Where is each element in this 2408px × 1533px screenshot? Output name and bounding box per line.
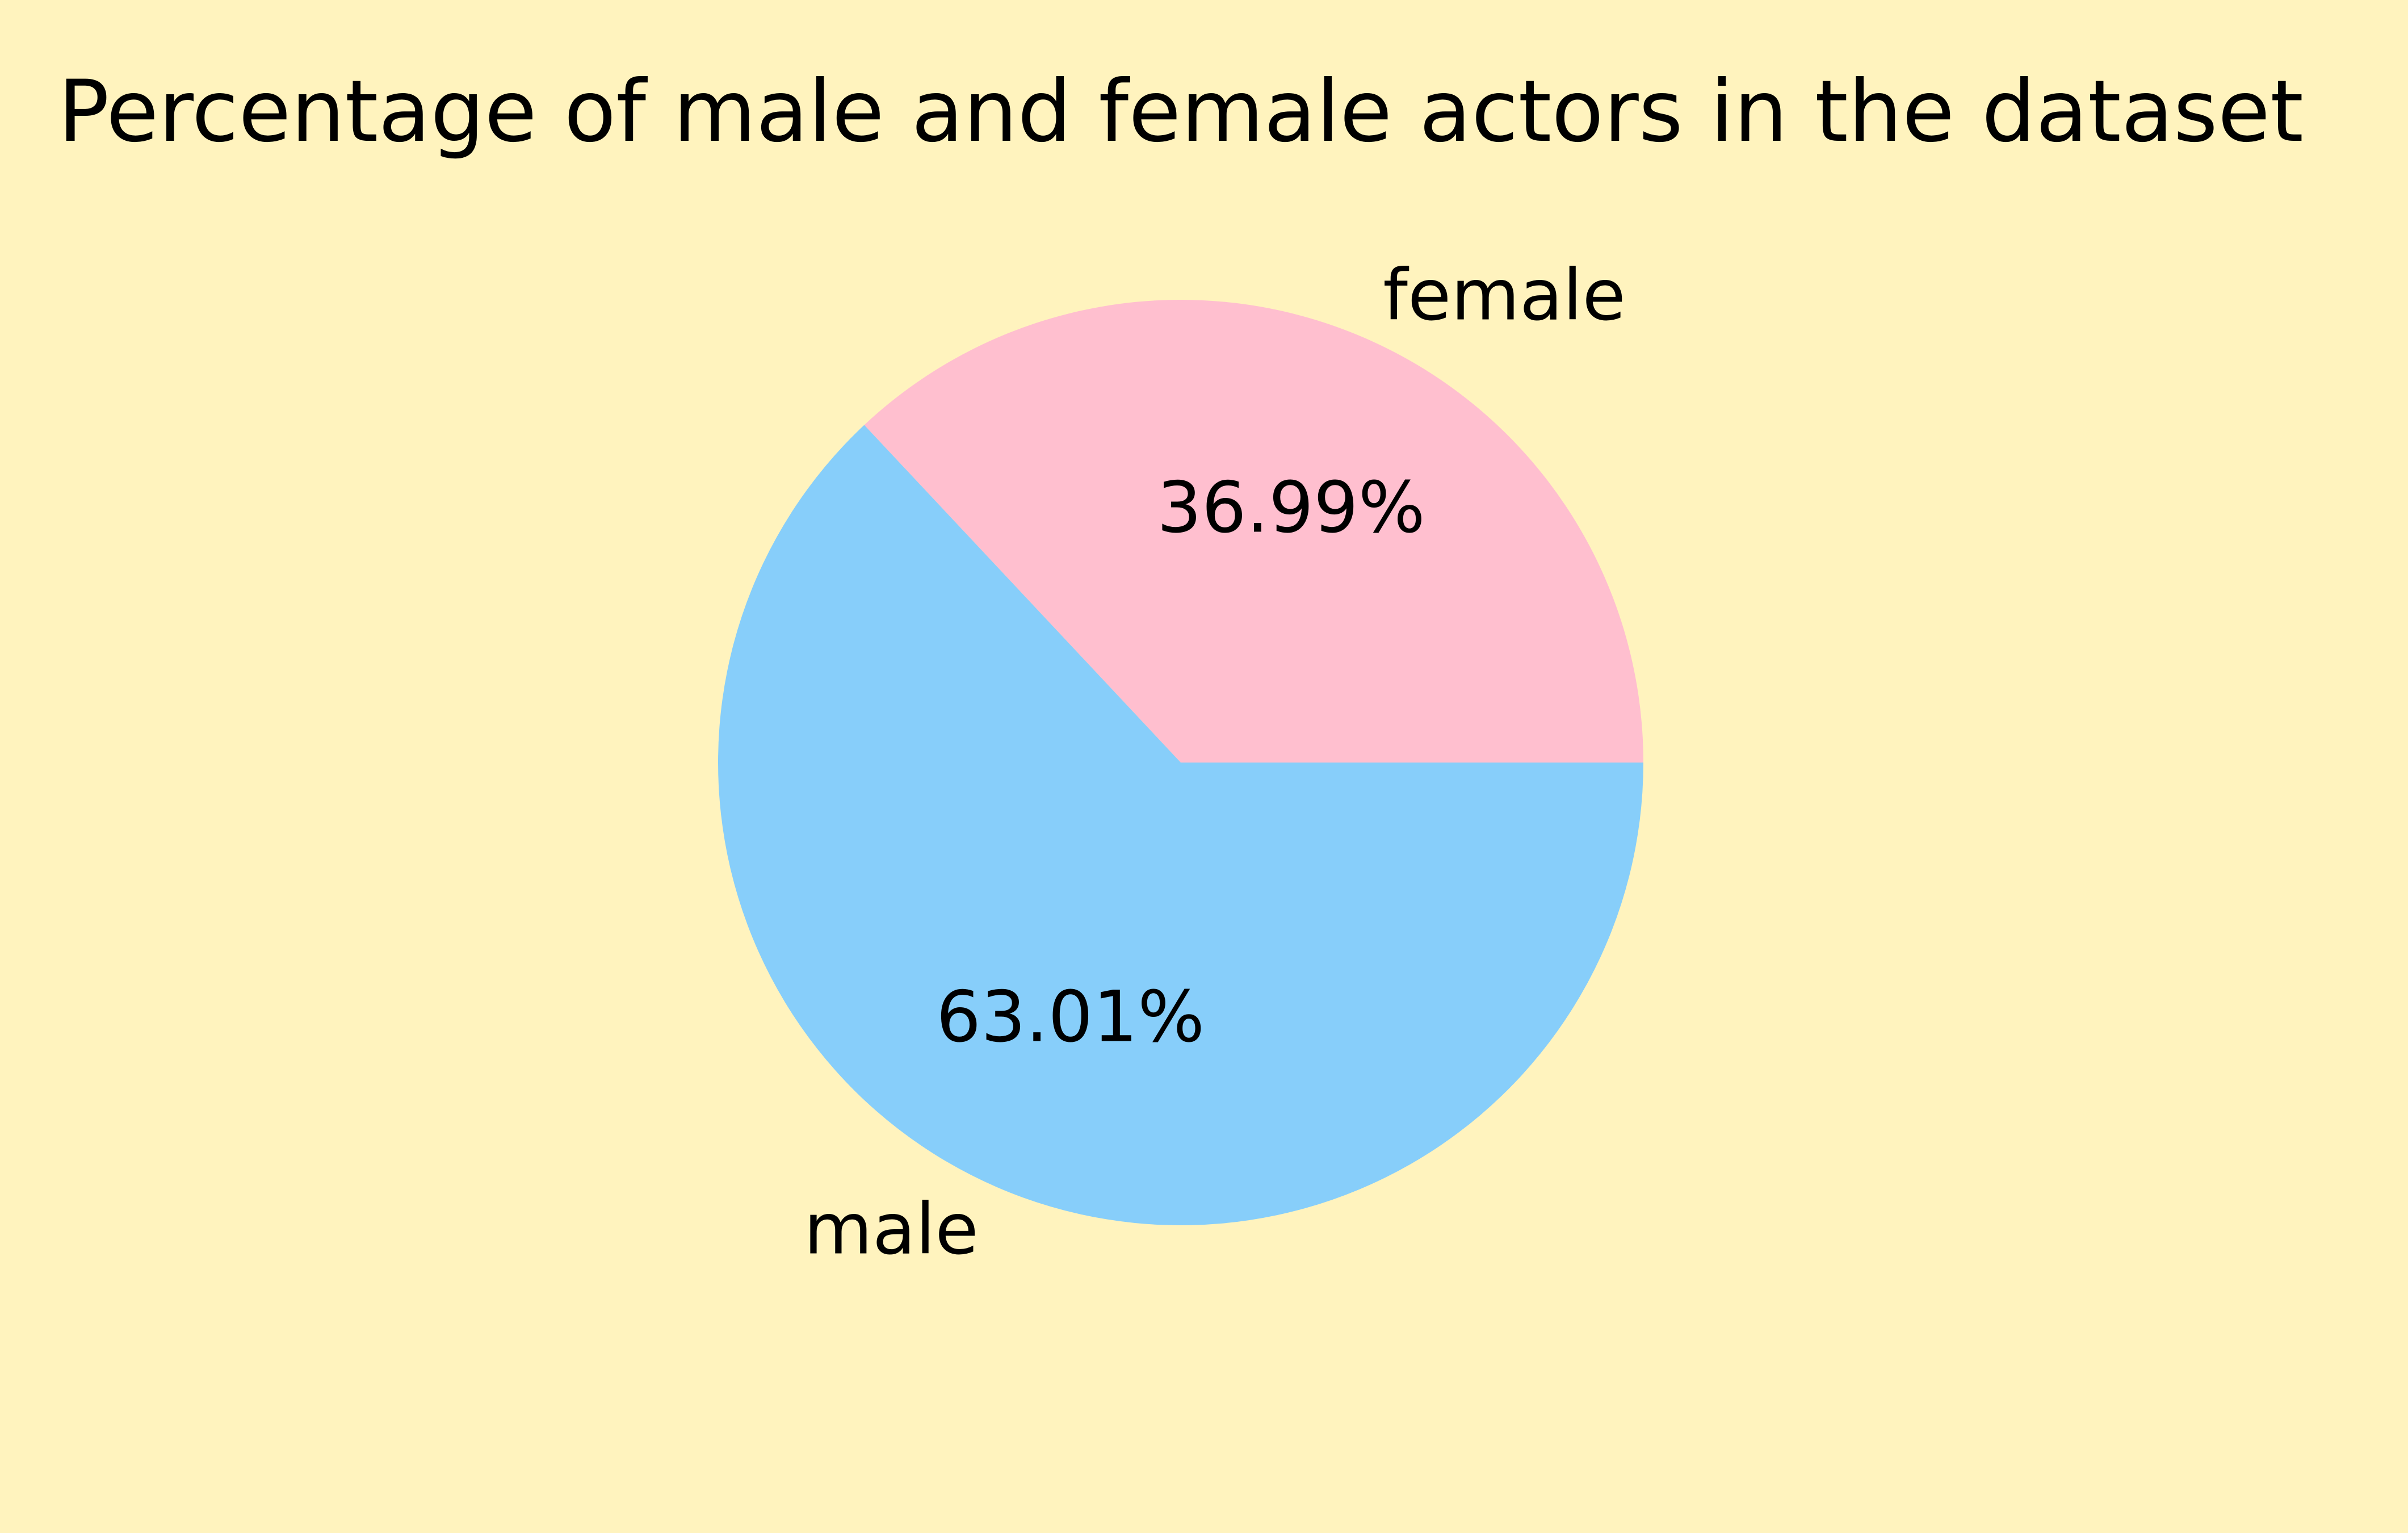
- pie-value-label-male: 63.01%: [936, 977, 1205, 1058]
- pie-value-label-female: 36.99%: [1157, 467, 1425, 548]
- pie-slice-female: [864, 300, 1643, 763]
- pie-slice-male: [718, 425, 1643, 1226]
- pie-label-female: female: [1383, 254, 1625, 336]
- pie-slices: [718, 300, 1643, 1226]
- chart-title: Percentage of male and female actors in …: [58, 62, 2304, 161]
- pie-labels: female 36.99% male 63.01%: [804, 254, 1626, 1270]
- pie-label-male: male: [804, 1189, 979, 1271]
